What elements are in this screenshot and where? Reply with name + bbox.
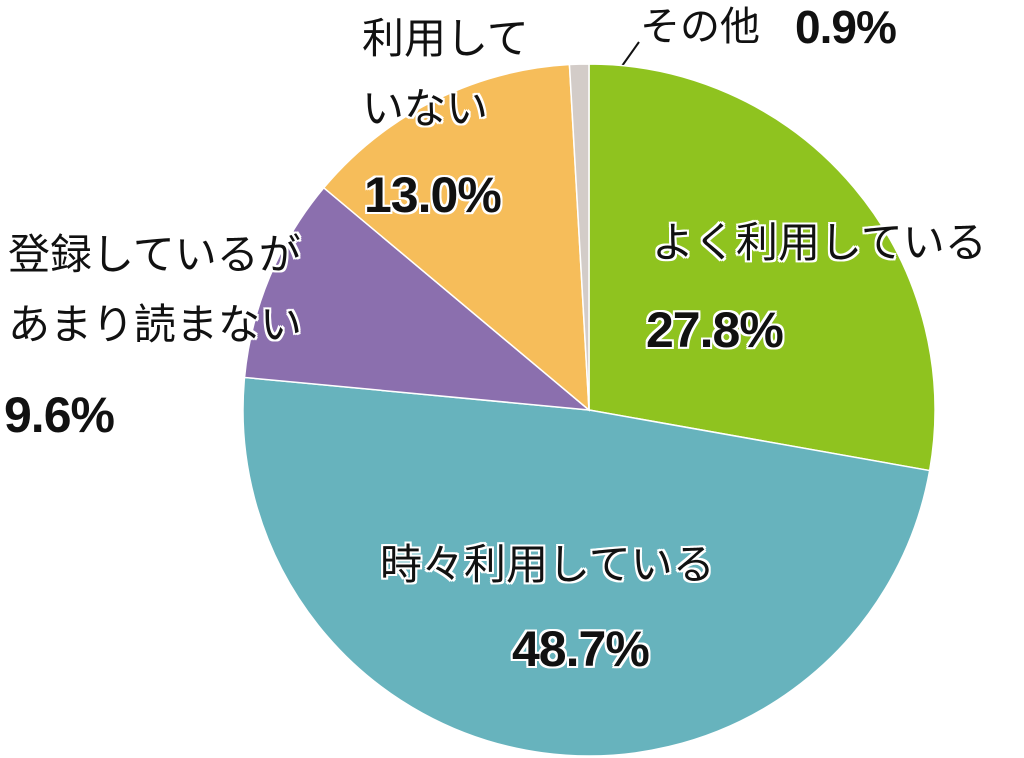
pie-slice xyxy=(242,376,931,757)
category-label: 登録しているがあまり読まない xyxy=(8,230,303,349)
pie-slice xyxy=(588,63,936,472)
category-label: 時々利用している xyxy=(380,540,715,589)
category-label: よく利用している xyxy=(652,218,987,267)
value-label: 27.8% xyxy=(646,302,784,358)
pie-slice xyxy=(568,63,590,411)
category-label: その他 xyxy=(640,4,760,50)
value-label: 0.9% xyxy=(795,1,897,53)
value-label: 13.0% xyxy=(364,167,502,223)
value-label: 9.6% xyxy=(4,387,115,443)
value-label: 48.7% xyxy=(512,621,650,677)
pie-slice xyxy=(243,186,592,411)
category-label: 利用していない xyxy=(362,14,529,133)
pie-slice xyxy=(322,63,590,412)
